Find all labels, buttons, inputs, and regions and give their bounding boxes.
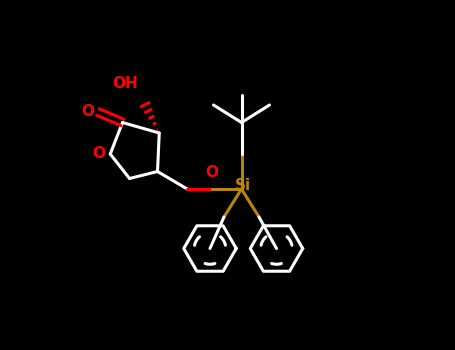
Text: OH: OH — [112, 76, 138, 91]
Text: O: O — [81, 105, 95, 119]
Text: Si: Si — [235, 178, 251, 193]
Text: O: O — [205, 165, 218, 180]
Text: O: O — [92, 147, 105, 161]
